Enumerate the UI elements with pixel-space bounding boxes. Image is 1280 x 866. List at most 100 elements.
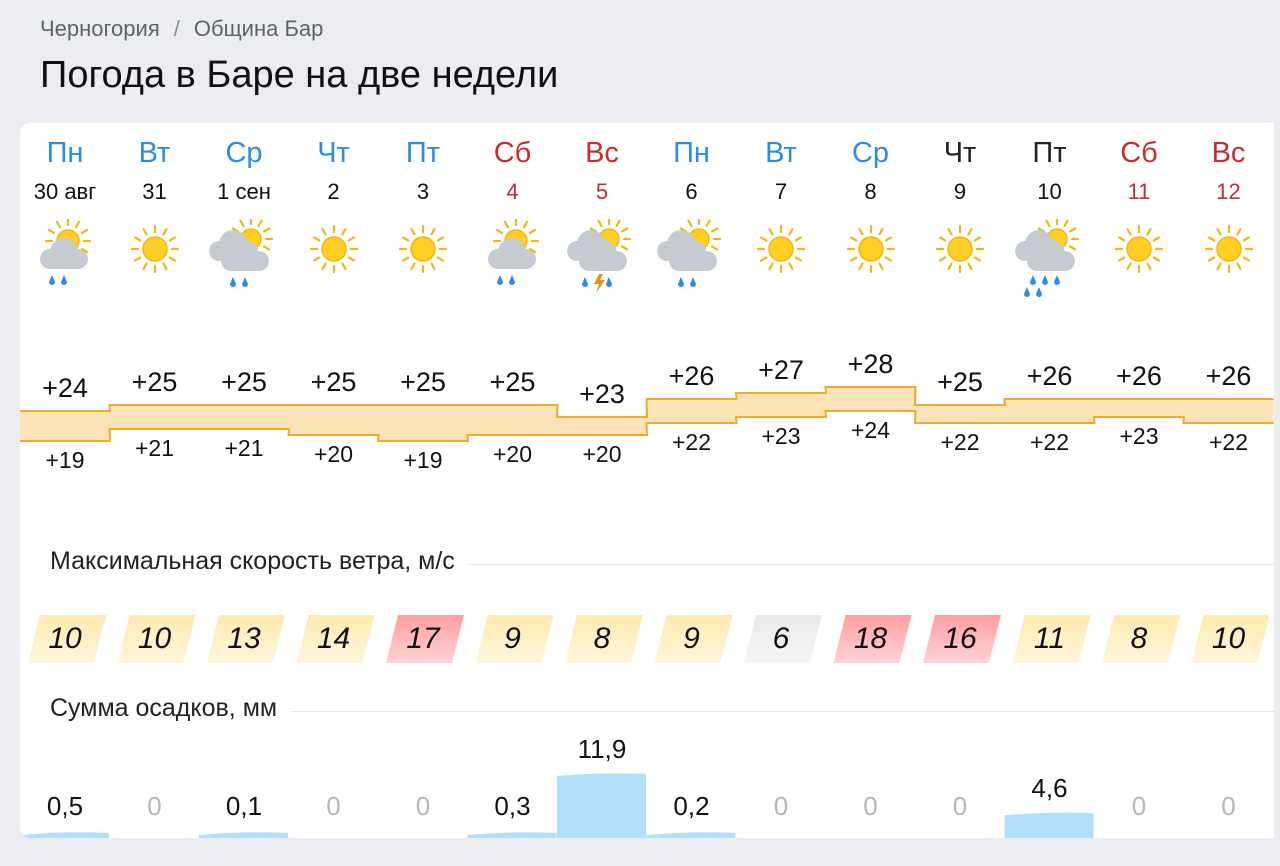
temp-range-bar [646, 399, 737, 423]
temp-max-label: +26 [1205, 361, 1252, 391]
day-column[interactable]: Пт 3 [378, 123, 468, 313]
precip-value: 0 [1221, 791, 1236, 821]
temp-max-label: +26 [1116, 361, 1162, 391]
precip-value: 0 [147, 791, 162, 821]
day-column[interactable]: Пн 30 авг [20, 123, 110, 313]
sun-icon [836, 219, 906, 314]
sun-icon [925, 219, 995, 314]
day-column[interactable]: Пн 6 [647, 123, 737, 313]
precip-value: 4,6 [1031, 773, 1068, 804]
day-date: 12 [1216, 179, 1241, 204]
temp-min-label: +22 [940, 429, 980, 455]
wind-speed-value: 8 [593, 622, 611, 655]
breadcrumb-separator: / [173, 16, 180, 41]
day-column[interactable]: Вс 12 [1184, 123, 1274, 313]
sun-icon [1104, 219, 1174, 314]
day-column[interactable]: Ср 1 сен [199, 123, 289, 313]
day-column[interactable]: Чт 9 [915, 123, 1005, 313]
day-column[interactable]: Вт 7 [736, 123, 826, 313]
sun-icon [1194, 219, 1264, 314]
wind-speed-value: 6 [772, 622, 790, 655]
wind-chips-svg [28, 615, 1270, 663]
temp-min-label: +23 [1119, 423, 1159, 449]
temp-min-line [20, 410, 1274, 442]
day-name: Сб [493, 137, 532, 169]
day-column[interactable]: Сб 4 [468, 123, 558, 313]
temp-max-label: +25 [310, 367, 357, 397]
wind-speed-value: 11 [1033, 622, 1066, 655]
day-date: 10 [1037, 179, 1062, 204]
wind-speed-value: 10 [1211, 622, 1246, 655]
precip-value: 0,5 [46, 791, 84, 821]
wind-speed-chip [654, 615, 733, 663]
precip-bar [467, 832, 557, 838]
day-column[interactable]: Вт 31 [110, 123, 200, 313]
precip-value: 0 [1131, 791, 1147, 821]
heavy-rain-icon [1014, 216, 1085, 314]
temp-min-label: +19 [403, 447, 443, 473]
temp-range-bar [199, 405, 289, 429]
wind-speed-value: 17 [406, 622, 440, 655]
day-column[interactable]: Пт 10 [1005, 123, 1095, 313]
wind-section-title: Максимальная скорость ветра, м/с [50, 547, 469, 576]
temp-range-bar [20, 411, 110, 441]
temp-range-bar [736, 393, 826, 417]
wind-speed-chip [28, 615, 106, 663]
day-column[interactable]: Чт 2 [289, 123, 379, 313]
precip-value: 0 [326, 791, 341, 821]
wind-speed-chip [475, 615, 554, 663]
day-name: Чт [943, 137, 977, 169]
sun-icon [388, 219, 458, 314]
breadcrumb-municipality-link[interactable]: Община Бар [193, 16, 324, 41]
wind-speed-value: 9 [683, 622, 700, 655]
temp-range-bar [1094, 399, 1184, 417]
wind-speed-chip [833, 615, 912, 663]
day-date: 8 [864, 179, 877, 204]
temp-min-label: +22 [671, 429, 711, 455]
wind-speed-value: 9 [504, 622, 521, 655]
precip-value: 0 [415, 791, 431, 821]
sun-icon [120, 219, 190, 314]
temp-max-label: +25 [489, 367, 536, 397]
thunderstorm-icon [567, 216, 637, 314]
day-date: 7 [774, 179, 788, 204]
sun-icon [746, 219, 816, 314]
day-name: Вс [1211, 137, 1246, 169]
day-column[interactable]: Сб 11 [1094, 123, 1184, 313]
temp-min-label: +20 [313, 441, 353, 467]
partly-cloudy-rain-icon [478, 217, 548, 314]
precip-value: 0 [773, 791, 789, 821]
wind-speed-value: 10 [48, 622, 82, 655]
wind-section-divider [50, 564, 1274, 565]
temp-max-label: +25 [131, 367, 178, 397]
day-column[interactable]: Вс 5 [557, 123, 647, 313]
temp-range-bar [557, 417, 647, 435]
temp-max-label: +24 [42, 373, 88, 403]
precip-section-divider [50, 711, 1274, 712]
temp-max-label: +23 [579, 379, 625, 409]
precip-bars-svg [20, 773, 1094, 838]
temp-range-bar [1183, 399, 1274, 423]
temp-max-label: +25 [937, 367, 983, 397]
day-date: 2 [327, 179, 340, 204]
temp-max-line [20, 386, 1274, 418]
wind-speed-chip [1102, 615, 1180, 663]
temp-range-bar [288, 405, 379, 435]
precip-section-title: Сумма осадков, мм [50, 694, 292, 723]
wind-speed-value: 13 [227, 622, 261, 655]
wind-speed-value: 10 [137, 622, 172, 655]
wind-speed-chip [1191, 615, 1270, 663]
temp-max-label: +28 [847, 349, 894, 379]
day-column[interactable]: Ср 8 [826, 123, 916, 313]
page-title: Погода в Баре на две недели [40, 54, 559, 96]
breadcrumb-country-link[interactable]: Черногория [40, 16, 160, 41]
precip-value: 0,2 [673, 791, 710, 821]
precip-bar [199, 832, 288, 838]
partly-cloudy-rain-icon [30, 217, 100, 314]
temp-max-label: +26 [1026, 361, 1073, 391]
precip-bar [1004, 812, 1094, 838]
temp-min-label: +20 [492, 441, 532, 467]
wind-speed-value: 16 [943, 622, 977, 655]
temp-max-label: +26 [668, 361, 715, 391]
day-name: Ср [851, 137, 890, 169]
